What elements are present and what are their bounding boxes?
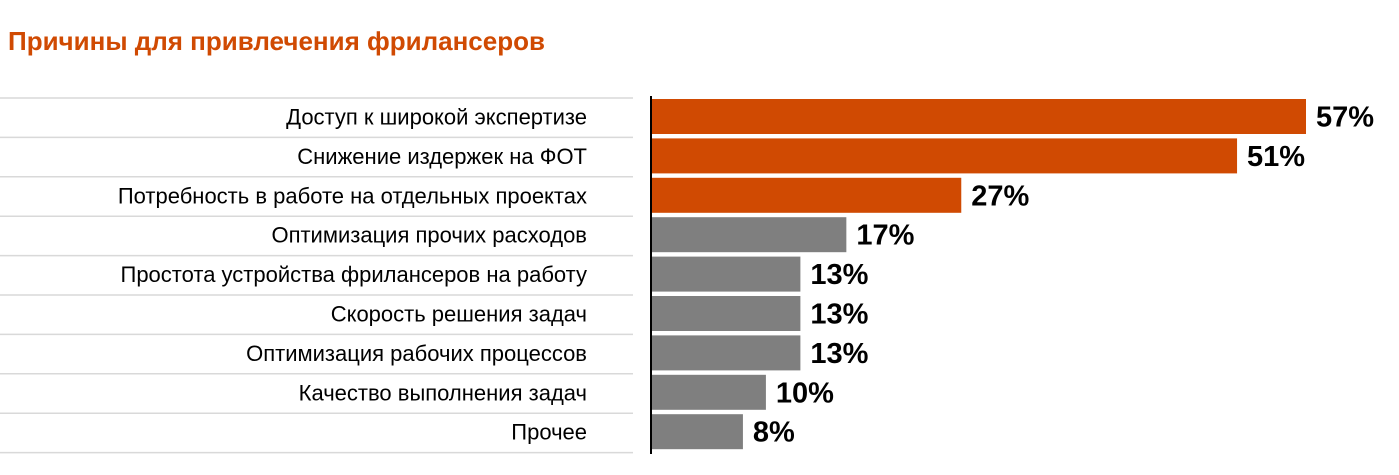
value-label: 27% — [971, 180, 1029, 212]
value-labels: 57% 51% 27% 17% 13% 13% 13% 10% 8% — [753, 102, 1374, 449]
value-label: 17% — [856, 220, 914, 252]
bar — [651, 296, 801, 331]
bar — [651, 256, 801, 292]
bar — [651, 177, 962, 213]
bar — [651, 335, 801, 371]
category-label: Простота устройства фрилансеров на работ… — [121, 262, 588, 287]
category-label: Прочее — [511, 420, 587, 445]
category-label: Потребность в работе на отдельных проект… — [118, 183, 587, 208]
category-label: Оптимизация рабочих процессов — [246, 341, 587, 366]
category-label: Качество выполнения задач — [299, 380, 587, 405]
value-label: 57% — [1316, 102, 1374, 134]
value-label: 51% — [1247, 141, 1305, 173]
bar — [651, 138, 1238, 174]
value-label: 13% — [810, 259, 868, 291]
bar — [651, 217, 847, 253]
row-dividers — [0, 97, 633, 454]
value-label: 10% — [776, 377, 834, 409]
bar — [651, 414, 743, 450]
value-label: 8% — [753, 417, 795, 449]
category-labels: Доступ к широкой экспертизе Снижение изде… — [118, 105, 587, 445]
bar — [651, 374, 766, 410]
category-label: Снижение издержек на ФОТ — [297, 144, 587, 169]
category-label: Оптимизация прочих расходов — [271, 223, 587, 248]
bars — [651, 99, 1306, 450]
category-label: Доступ к широкой экспертизе — [286, 105, 587, 130]
value-label: 13% — [810, 338, 868, 370]
category-label: Скорость решения задач — [331, 302, 587, 327]
bar — [651, 99, 1306, 134]
chart-title: Причины для привлечения фрилансеров — [8, 26, 545, 56]
value-label: 13% — [810, 299, 868, 331]
